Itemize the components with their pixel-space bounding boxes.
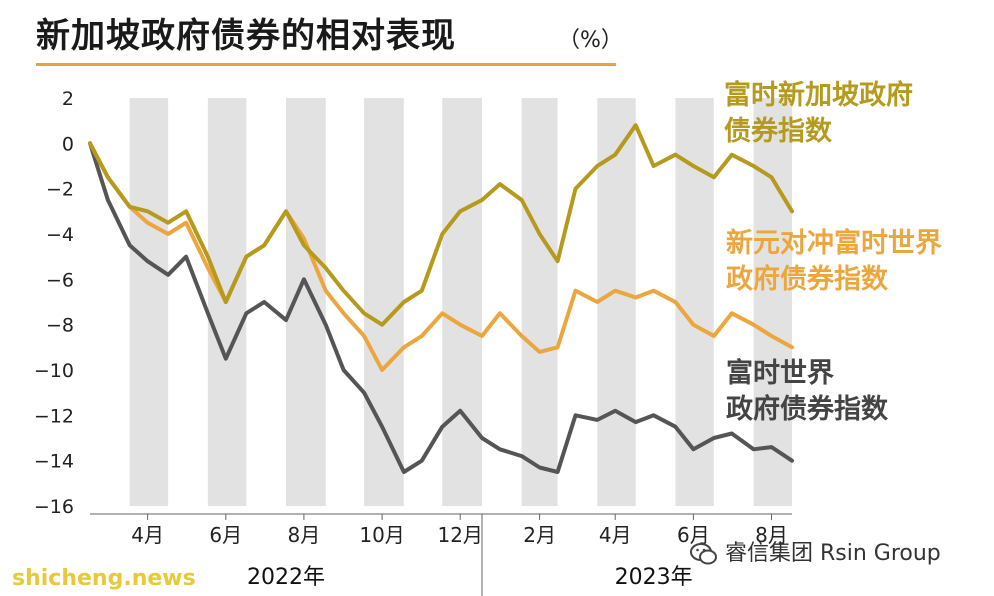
- y-axis: 2 0 −2 −4 −6 −8 −10 −12 −14 −16: [34, 88, 74, 518]
- brand-badge: 睿信集团 Rsin Group: [690, 535, 941, 567]
- watermark: shicheng.news: [12, 566, 196, 591]
- month-band: [597, 98, 636, 506]
- y-tick-label: −14: [34, 451, 74, 473]
- y-tick-label: −10: [34, 360, 74, 382]
- label-wgbi-hedged: 新元对冲富时世界 政府债券指数: [726, 226, 942, 298]
- month-bands: [129, 98, 792, 506]
- wechat-icon: [690, 543, 717, 565]
- series-lines: [88, 123, 794, 474]
- series-line-wgbi: [88, 141, 794, 474]
- y-tick-label: −2: [46, 179, 74, 201]
- year-label-2022: 2022年: [247, 565, 325, 590]
- x-tick-label: 2月: [523, 523, 556, 547]
- brand-text: 睿信集团 Rsin Group: [725, 541, 941, 566]
- month-band: [364, 98, 404, 506]
- month-band: [442, 98, 482, 506]
- y-tick-label: −8: [46, 315, 74, 337]
- series-line-sgd-gov: [88, 123, 794, 327]
- y-tick-label: −6: [46, 269, 74, 291]
- x-tick-label: 12月: [437, 523, 482, 547]
- x-tick-label: 8月: [288, 523, 321, 547]
- series-line-wgbi-hedged: [88, 141, 794, 372]
- chart-title: 新加坡政府债券的相对表现: [36, 16, 456, 56]
- x-tick-label: 6月: [677, 523, 710, 547]
- x-tick-label: 4月: [599, 523, 632, 547]
- month-band: [129, 98, 169, 506]
- y-tick-label: −16: [34, 496, 74, 518]
- month-band: [521, 98, 558, 506]
- y-tick-label: −12: [34, 405, 74, 427]
- label-wgbi-line2: 政府债券指数: [726, 394, 888, 425]
- title-underline: [36, 63, 616, 66]
- y-tick-label: −4: [46, 224, 74, 246]
- x-tick-label: 8月: [755, 523, 788, 547]
- y-tick-label: 2: [62, 88, 74, 110]
- label-wgbi-hedged-line2: 政府债券指数: [726, 264, 888, 295]
- unit-label: （%）: [558, 28, 623, 53]
- label-sgd-gov-line2: 债券指数: [724, 116, 832, 147]
- x-tick-label: 6月: [209, 523, 242, 547]
- label-sgd-gov-index: 富时新加坡政府 债券指数: [724, 78, 913, 150]
- year-label-2023: 2023年: [615, 565, 693, 590]
- y-tick-label: 0: [62, 133, 74, 155]
- label-sgd-gov-line1: 富时新加坡政府: [724, 80, 913, 111]
- label-wgbi: 富时世界 政府债券指数: [726, 356, 888, 428]
- label-wgbi-line1: 富时世界: [726, 358, 834, 389]
- x-tick-label: 10月: [359, 523, 404, 547]
- month-band: [753, 98, 792, 506]
- x-tick-label: 4月: [131, 523, 164, 547]
- label-wgbi-hedged-line1: 新元对冲富时世界: [726, 228, 942, 259]
- x-axis: 4月 6月 8月 10月 12月 2月 4月 6月 8月 2022年 2023年: [90, 513, 792, 596]
